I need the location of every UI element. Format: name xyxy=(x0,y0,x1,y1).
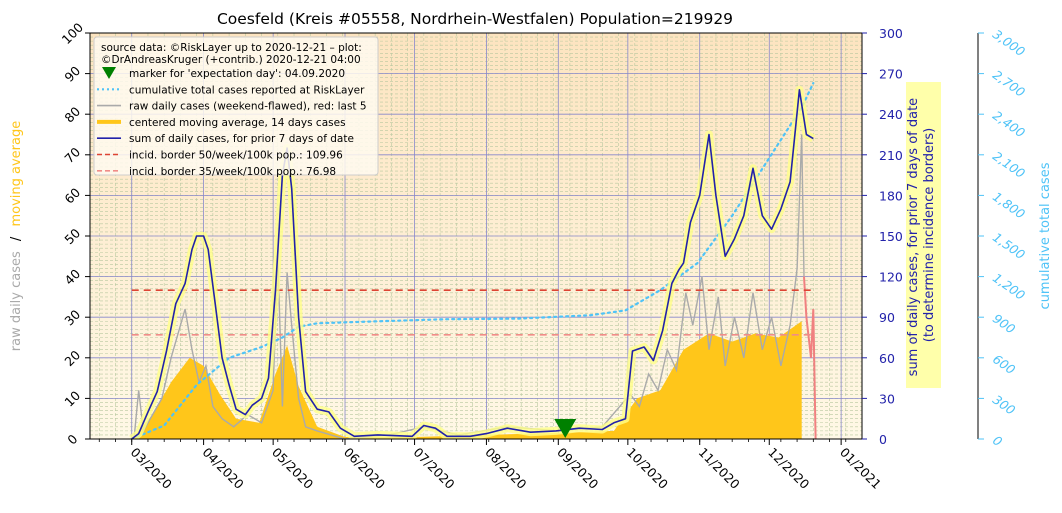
legend-item: incid. border 50/week/100k pop.: 109.96 xyxy=(97,150,343,162)
y-right-cumulative-tick-label: 2,400 xyxy=(990,108,1028,141)
y-axis-right-cumulative: 0 300 600 900 1,200 1,500 1,800 2,100 2,400 2,700… xyxy=(977,26,1028,449)
y-label-right-cumulative: cumulative total cases xyxy=(1038,162,1053,309)
x-tick-label: 03/2020 xyxy=(128,445,175,492)
legend-label: sum of daily cases, for prior 7 days of … xyxy=(129,133,354,145)
y-left-tick-label: 100 xyxy=(59,20,87,48)
x-tick-label: 08/2020 xyxy=(482,445,529,492)
y-left-tick-label: 90 xyxy=(61,63,83,85)
y-axis-left: 0 10 20 30 40 50 60 70 80 90 100 xyxy=(59,20,90,447)
legend-item: marker for 'expectation day': 04.09.2020 xyxy=(102,67,345,80)
y-right-sum-tick-label: 240 xyxy=(879,107,903,122)
y-label-moving-average: moving average xyxy=(9,121,24,227)
y-right-sum-tick-label: 120 xyxy=(879,270,903,285)
svg-text:raw daily cases /: raw daily cases / moving average xyxy=(9,121,24,351)
chart-title: Coesfeld (Kreis #05558, Nordrhein-Westfa… xyxy=(217,10,733,28)
y-right-sum-tick-label: 30 xyxy=(879,391,895,406)
legend-item: raw daily cases (weekend-flawed), red: l… xyxy=(97,101,367,113)
y-left-tick-label: 80 xyxy=(61,104,83,126)
legend-item: incid. border 35/week/100k pop.: 76.98 xyxy=(97,166,336,178)
y-left-tick-label: 0 xyxy=(64,431,80,447)
y-label-right-sum-line1: sum of daily cases, for prior 7 days of … xyxy=(906,98,921,377)
y-right-sum-tick-label: 300 xyxy=(879,26,903,41)
y-right-cumulative-tick-label: 900 xyxy=(990,311,1018,337)
legend-label: centered moving average, 14 days cases xyxy=(129,117,346,129)
x-axis: 03/2020 04/2020 05/2020 06/2020 07/2020 08/20… xyxy=(98,439,884,492)
svg-text:sum of daily cases, for prior: sum of daily cases, for prior 7 days of … xyxy=(906,94,937,377)
x-tick-label: 06/2020 xyxy=(341,445,388,492)
y-right-cumulative-tick-label: 300 xyxy=(990,392,1018,418)
y-left-tick-label: 70 xyxy=(61,144,83,166)
x-tick-label: 01/2021 xyxy=(837,445,884,492)
legend-source-line1: source data: ©RiskLayer up to 2020-12-21… xyxy=(101,42,362,54)
legend-label: incid. border 50/week/100k pop.: 109.96 xyxy=(129,150,343,162)
y-left-tick-label: 20 xyxy=(61,347,83,369)
y-label-right-sum-line2: (to determine incidence borders) xyxy=(922,128,937,343)
y-right-sum-tick-label: 270 xyxy=(879,67,903,82)
y-left-tick-label: 50 xyxy=(61,225,83,247)
y-right-cumulative-tick-label: 0 xyxy=(990,432,1005,449)
y-right-sum-tick-label: 0 xyxy=(879,432,887,447)
x-tick-label: 04/2020 xyxy=(199,445,246,492)
y-left-tick-label: 40 xyxy=(61,266,83,288)
legend-label: raw daily cases (weekend-flawed), red: l… xyxy=(129,101,367,113)
x-tick-label: 10/2020 xyxy=(624,445,671,492)
y-right-cumulative-tick-label: 600 xyxy=(990,351,1018,377)
expectation-day-marker xyxy=(554,419,577,438)
x-tick-label: 12/2020 xyxy=(765,445,812,492)
y-right-sum-tick-label: 150 xyxy=(879,229,903,244)
y-label-raw: raw daily cases xyxy=(9,251,24,351)
legend-swatch-marker xyxy=(102,67,116,79)
y-label-separator: / xyxy=(9,236,24,241)
x-tick-label: 11/2020 xyxy=(696,445,743,492)
legend-label: incid. border 35/week/100k pop.: 76.98 xyxy=(129,166,336,178)
y-right-sum-tick-label: 60 xyxy=(879,351,895,366)
y-right-sum-tick-label: 180 xyxy=(879,188,903,203)
y-right-cumulative-tick-label: 1,200 xyxy=(990,270,1028,303)
legend-box xyxy=(93,36,379,176)
legend-source-line2: ©DrAndreasKruger (+contrib.) 2020-12-21 … xyxy=(101,54,361,66)
y-left-tick-label: 60 xyxy=(61,185,83,207)
x-tick-label: 07/2020 xyxy=(410,445,457,492)
cumulative-cases-line xyxy=(130,82,815,439)
moving-average-area xyxy=(131,321,802,439)
y-right-cumulative-tick-label: 3,000 xyxy=(990,26,1028,59)
y-axis-right-sum: 0 30 60 90 120 150 180 210 240 270 300 xyxy=(862,26,903,447)
y-label-right-sum-box xyxy=(906,82,941,388)
legend-item: sum of daily cases, for prior 7 days of … xyxy=(97,133,354,145)
y-right-cumulative-tick-label: 2,700 xyxy=(990,67,1028,100)
y-right-cumulative-tick-label: 1,500 xyxy=(990,229,1028,262)
legend-label: marker for 'expectation day': 04.09.2020 xyxy=(129,68,345,80)
legend-item: cumulative total cases reported at RiskL… xyxy=(97,84,365,96)
y-label-left: raw daily cases / moving average xyxy=(9,121,24,351)
legend: source data: ©RiskLayer up to 2020-12-21… xyxy=(93,36,379,178)
seven-day-sum-line xyxy=(131,89,814,439)
y-left-tick-label: 30 xyxy=(61,307,83,329)
y-right-cumulative-tick-label: 2,100 xyxy=(990,148,1028,181)
x-tick-label: 09/2020 xyxy=(554,445,601,492)
raw-daily-cases-last5-line xyxy=(803,276,817,439)
y-left-tick-label: 10 xyxy=(61,388,83,410)
y-right-cumulative-tick-label: 1,800 xyxy=(990,189,1028,222)
legend-label: cumulative total cases reported at RiskL… xyxy=(129,84,365,96)
x-tick-label: 05/2020 xyxy=(269,445,316,492)
y-right-sum-tick-label: 210 xyxy=(879,148,903,163)
legend-item: centered moving average, 14 days cases xyxy=(97,117,346,129)
y-right-sum-tick-label: 90 xyxy=(879,310,895,325)
y-label-right-sum: sum of daily cases, for prior 7 days of … xyxy=(906,94,937,377)
